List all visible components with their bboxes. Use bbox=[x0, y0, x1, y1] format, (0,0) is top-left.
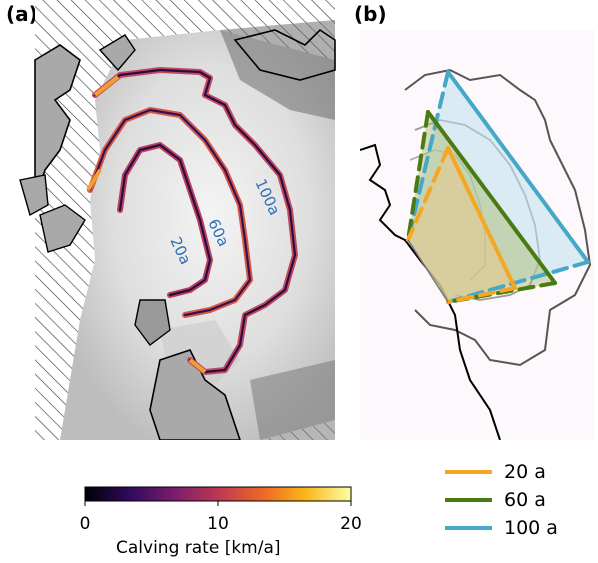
panel-a-label: (a) bbox=[6, 2, 38, 26]
legend: 20 a 60 a 100 a bbox=[445, 459, 558, 543]
colorbar-label: Calving rate [km/a] bbox=[116, 538, 281, 558]
legend-item-100a: 100 a bbox=[445, 515, 558, 541]
colorbar bbox=[84, 486, 352, 506]
panel-b-label: (b) bbox=[354, 2, 387, 26]
background-image bbox=[60, 30, 335, 440]
legend-item-60a: 60 a bbox=[445, 487, 558, 513]
colorbar-tick-20: 20 bbox=[340, 514, 362, 534]
glacier-outline bbox=[404, 68, 592, 367]
triangle-20a bbox=[408, 148, 515, 302]
legend-line-20a bbox=[445, 470, 492, 474]
legend-line-60a bbox=[445, 498, 492, 502]
panel-a-map: 100a 60a 20a bbox=[19, 0, 336, 440]
legend-label: 60 a bbox=[504, 489, 546, 511]
legend-label: 100 a bbox=[504, 517, 558, 539]
colorbar-tick-10: 10 bbox=[207, 514, 229, 534]
triangle-100a bbox=[408, 72, 588, 302]
colorbar-tick-0: 0 bbox=[79, 514, 91, 534]
legend-item-20a: 20 a bbox=[445, 459, 558, 485]
legend-label: 20 a bbox=[504, 461, 546, 483]
panel-b-map bbox=[360, 30, 595, 440]
legend-line-100a bbox=[445, 526, 492, 530]
